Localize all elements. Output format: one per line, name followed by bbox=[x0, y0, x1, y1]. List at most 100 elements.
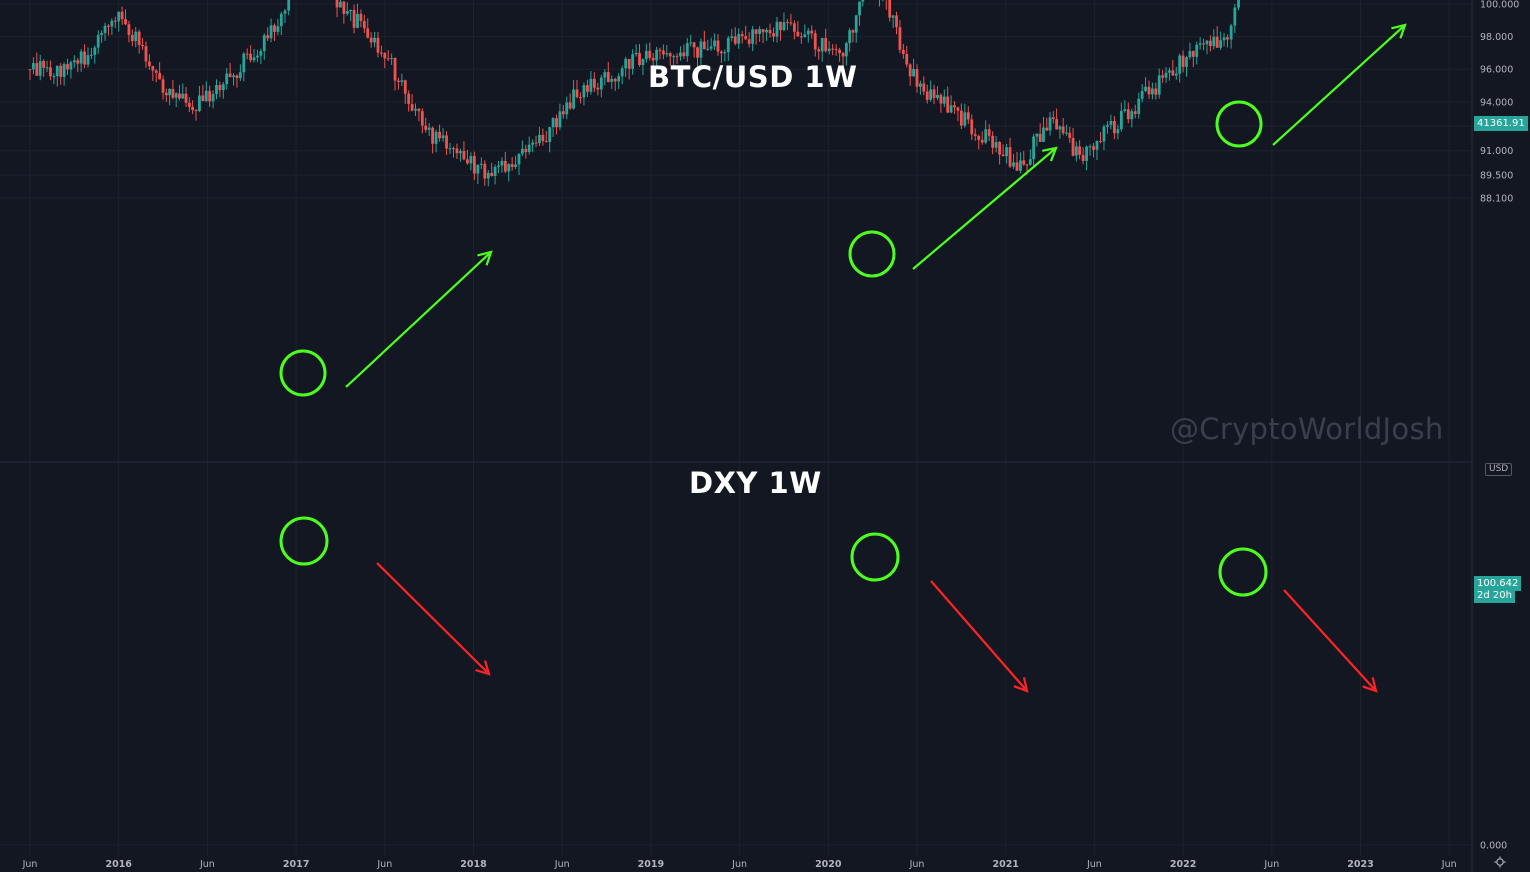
dxy-candle bbox=[201, 85, 205, 102]
dxy-candle bbox=[1150, 82, 1154, 100]
dxy-candle bbox=[393, 57, 397, 91]
candle-body bbox=[500, 160, 504, 166]
dxy-candle bbox=[942, 89, 946, 108]
candle-body bbox=[184, 93, 188, 103]
candle-body bbox=[497, 165, 500, 167]
time-axis-label: 2016 bbox=[105, 859, 132, 870]
dxy-candle bbox=[723, 49, 727, 62]
dxy-price-label: 100.642 bbox=[1474, 576, 1522, 591]
dxy-candle bbox=[158, 62, 162, 80]
candle-body bbox=[517, 153, 521, 165]
candle-body bbox=[768, 29, 772, 34]
candle-body bbox=[107, 25, 110, 27]
candle-body bbox=[634, 52, 638, 55]
candle-body bbox=[1191, 51, 1195, 57]
dxy-candle bbox=[52, 73, 56, 85]
dxy-candle bbox=[1147, 80, 1151, 99]
currency-unit-button[interactable]: USD bbox=[1485, 463, 1513, 476]
dxy-candle bbox=[851, 29, 855, 43]
dxy-candle bbox=[970, 114, 974, 141]
dxy-candle bbox=[397, 77, 400, 90]
candle-body bbox=[38, 61, 42, 76]
candle-body bbox=[806, 30, 810, 35]
dxy-candle bbox=[1095, 140, 1099, 160]
dxy-candle bbox=[1008, 137, 1012, 169]
candle-body bbox=[345, 11, 349, 14]
candle-body bbox=[796, 31, 800, 37]
dxy-candle bbox=[386, 50, 390, 62]
candle-body bbox=[228, 73, 232, 78]
dxy-candle bbox=[466, 149, 469, 165]
dxy-candle bbox=[1229, 23, 1233, 49]
dxy-candle bbox=[824, 28, 828, 53]
candle-body bbox=[369, 37, 373, 43]
candle-body bbox=[181, 93, 185, 99]
dxy-candle bbox=[627, 58, 631, 80]
candle-body bbox=[1208, 40, 1212, 47]
dxy-candle bbox=[373, 31, 376, 48]
dxy-candle bbox=[204, 81, 208, 103]
btc-highlight-circle bbox=[848, 230, 896, 278]
candle-body bbox=[287, 0, 291, 11]
candle-body bbox=[59, 65, 63, 77]
candle-body bbox=[572, 89, 575, 109]
candle-body bbox=[824, 38, 828, 52]
dxy-candle bbox=[141, 37, 144, 50]
candle-body bbox=[939, 94, 943, 104]
dxy-candle bbox=[841, 51, 845, 66]
dxy-candle bbox=[83, 44, 86, 69]
dxy-candle bbox=[898, 19, 902, 54]
candle-body bbox=[503, 160, 507, 172]
arrow-shaft bbox=[1272, 24, 1406, 146]
candle-body bbox=[235, 75, 239, 78]
candle-body bbox=[510, 164, 514, 167]
settings-gear-icon[interactable] bbox=[1494, 856, 1506, 868]
dxy-candle bbox=[462, 141, 466, 161]
candle-body bbox=[672, 56, 676, 58]
dxy-candle bbox=[689, 34, 693, 47]
dxy-candle bbox=[806, 28, 810, 43]
candle-body bbox=[390, 57, 394, 59]
candle-body bbox=[551, 118, 555, 128]
candle-body bbox=[1102, 126, 1106, 142]
candle-body bbox=[582, 85, 586, 98]
candle-body bbox=[362, 20, 366, 29]
dxy-candle bbox=[147, 54, 151, 70]
dxy-candle bbox=[915, 64, 919, 93]
dxy-candle bbox=[1099, 132, 1102, 144]
dxy-candle bbox=[541, 128, 545, 146]
dxy-chart-title: DXY 1W bbox=[689, 466, 822, 500]
candle-body bbox=[1048, 117, 1052, 131]
dxy-candle bbox=[575, 79, 579, 99]
candle-body bbox=[754, 29, 758, 34]
dxy-candle bbox=[517, 153, 521, 175]
candle-body bbox=[1074, 146, 1078, 156]
dxy-candle bbox=[548, 126, 552, 153]
dxy-candle bbox=[610, 75, 614, 90]
dxy-candle bbox=[919, 80, 922, 95]
candle-body bbox=[400, 80, 404, 82]
candle-body bbox=[1130, 111, 1134, 120]
candle-body bbox=[831, 48, 835, 50]
candle-body bbox=[376, 37, 380, 53]
candle-body bbox=[713, 40, 716, 47]
dxy-candle bbox=[932, 84, 936, 105]
dxy-candle bbox=[831, 44, 835, 56]
dxy-candle bbox=[96, 30, 100, 54]
dxy-candle bbox=[586, 79, 589, 98]
candle-body bbox=[665, 53, 669, 55]
dxy-candle bbox=[510, 156, 514, 171]
candle-body bbox=[908, 64, 912, 77]
candle-body bbox=[737, 34, 741, 44]
dxy-candle bbox=[349, 9, 353, 22]
dxy-candle bbox=[631, 49, 635, 75]
candle-body bbox=[963, 112, 967, 126]
candle-body bbox=[194, 110, 198, 112]
candle-body bbox=[452, 148, 455, 150]
dxy-candle bbox=[758, 26, 761, 42]
candle-body bbox=[898, 27, 902, 50]
dxy-candle bbox=[613, 77, 617, 91]
dxy-candle bbox=[218, 81, 222, 98]
candle-body bbox=[716, 40, 720, 52]
